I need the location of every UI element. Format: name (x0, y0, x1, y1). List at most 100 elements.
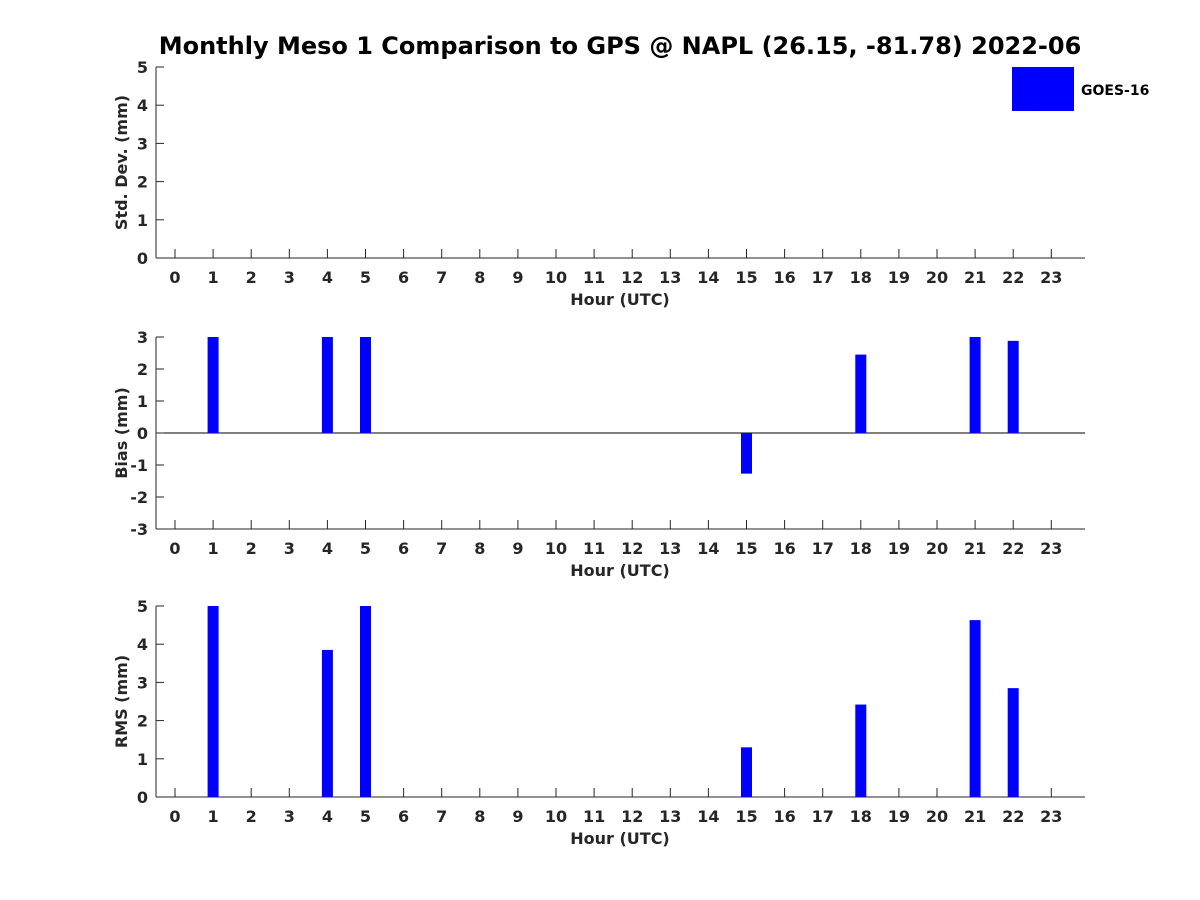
x-tick-label: 4 (322, 268, 333, 287)
y-tick-label: 0 (137, 249, 148, 268)
x-tick-label: 22 (1002, 807, 1024, 826)
legend-swatch (1012, 67, 1074, 111)
x-tick-label: 22 (1002, 539, 1024, 558)
bar-hour-5 (360, 337, 371, 433)
x-tick-label: 0 (169, 268, 180, 287)
bar-hour-22 (1007, 340, 1019, 433)
x-tick-label: 13 (659, 807, 681, 826)
x-tick-label: 20 (926, 539, 948, 558)
legend-label: GOES-16 (1081, 83, 1149, 99)
x-tick-label: 6 (398, 807, 409, 826)
x-tick-label: 17 (812, 807, 834, 826)
x-tick-label: 14 (697, 807, 719, 826)
x-tick-label: 16 (773, 268, 795, 287)
x-tick-label: 19 (888, 539, 910, 558)
x-tick-label: 18 (850, 268, 872, 287)
x-tick-label: 3 (284, 268, 295, 287)
x-tick-label: 2 (246, 268, 257, 287)
x-tick-label: 5 (360, 807, 371, 826)
x-tick-label: 7 (436, 268, 447, 287)
y-tick-label: 2 (137, 173, 148, 192)
x-tick-label: 6 (398, 539, 409, 558)
x-tick-label: 14 (697, 539, 719, 558)
x-tick-label: 23 (1040, 807, 1062, 826)
x-tick-label: 5 (360, 268, 371, 287)
bar-hour-1 (207, 606, 219, 797)
x-tick-label: 12 (621, 539, 643, 558)
x-tick-label: 3 (284, 807, 295, 826)
x-tick-label: 10 (545, 539, 567, 558)
x-tick-label: 22 (1002, 268, 1024, 287)
x-tick-label: 8 (474, 807, 485, 826)
x-tick-label: 4 (322, 539, 333, 558)
bar-hour-4 (321, 649, 333, 797)
y-tick-label: -1 (130, 456, 148, 475)
x-tick-label: 9 (512, 539, 523, 558)
x-tick-label: 5 (360, 539, 371, 558)
x-tick-label: 21 (964, 539, 986, 558)
x-tick-label: 16 (773, 807, 795, 826)
y-tick-label: -2 (130, 488, 148, 507)
y-tick-label: 1 (137, 750, 148, 769)
y-tick-label: 1 (137, 211, 148, 230)
y-tick-label: 3 (137, 134, 148, 153)
y-axis-label: RMS (mm) (112, 655, 131, 748)
x-tick-label: 9 (512, 268, 523, 287)
x-axis-label: Hour (UTC) (570, 290, 670, 309)
x-tick-label: 21 (964, 268, 986, 287)
x-tick-label: 2 (246, 807, 257, 826)
x-tick-label: 23 (1040, 268, 1062, 287)
x-tick-label: 7 (436, 539, 447, 558)
x-tick-label: 15 (735, 807, 757, 826)
x-tick-label: 8 (474, 268, 485, 287)
x-axis-label: Hour (UTC) (570, 829, 670, 848)
chart-legend: GOES-16 (1012, 67, 1149, 111)
bar-hour-15 (741, 433, 752, 474)
bar-hour-15 (741, 747, 752, 797)
bar-hour-18 (855, 704, 867, 797)
x-tick-label: 2 (246, 539, 257, 558)
y-tick-label: 3 (137, 673, 148, 692)
x-tick-label: 20 (926, 807, 948, 826)
x-tick-label: 8 (474, 539, 485, 558)
y-tick-label: 2 (137, 712, 148, 731)
x-tick-label: 13 (659, 539, 681, 558)
x-tick-label: 10 (545, 268, 567, 287)
x-tick-label: 15 (735, 539, 757, 558)
x-tick-label: 0 (169, 539, 180, 558)
bar-hour-5 (360, 606, 371, 797)
y-tick-label: 1 (137, 392, 148, 411)
x-tick-label: 1 (208, 539, 219, 558)
x-tick-label: 3 (284, 539, 295, 558)
y-tick-label: 0 (137, 424, 148, 443)
bar-hour-21 (969, 620, 981, 797)
x-tick-label: 14 (697, 268, 719, 287)
x-tick-label: 4 (322, 807, 333, 826)
x-tick-label: 17 (812, 268, 834, 287)
bar-hour-21 (969, 337, 981, 433)
x-tick-label: 17 (812, 539, 834, 558)
x-tick-label: 18 (850, 807, 872, 826)
x-tick-label: 16 (773, 539, 795, 558)
x-tick-label: 7 (436, 807, 447, 826)
bar-hour-1 (207, 337, 219, 433)
x-axis-label: Hour (UTC) (570, 561, 670, 580)
x-tick-label: 12 (621, 807, 643, 826)
bar-hour-18 (855, 354, 867, 433)
x-tick-label: 11 (583, 807, 605, 826)
x-tick-label: 11 (583, 539, 605, 558)
y-axis-label: Std. Dev. (mm) (112, 95, 131, 230)
y-tick-label: 4 (137, 96, 148, 115)
bar-hour-4 (321, 337, 333, 433)
x-tick-label: 19 (888, 807, 910, 826)
x-tick-label: 1 (208, 268, 219, 287)
x-tick-label: 0 (169, 807, 180, 826)
x-tick-label: 21 (964, 807, 986, 826)
y-tick-label: 2 (137, 360, 148, 379)
y-tick-label: 3 (137, 328, 148, 347)
x-tick-label: 6 (398, 268, 409, 287)
x-tick-label: 1 (208, 807, 219, 826)
